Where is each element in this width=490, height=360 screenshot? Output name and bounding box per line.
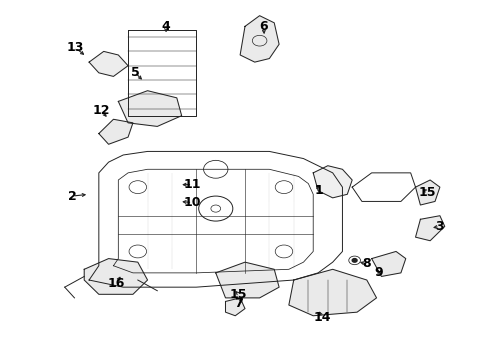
Polygon shape (372, 251, 406, 276)
Text: 5: 5 (131, 66, 140, 79)
Polygon shape (240, 16, 279, 62)
Text: 15: 15 (419, 186, 437, 199)
Text: 4: 4 (162, 20, 171, 33)
Polygon shape (313, 166, 352, 198)
Polygon shape (118, 91, 182, 126)
Text: 11: 11 (184, 178, 201, 191)
Polygon shape (416, 216, 445, 241)
Text: 6: 6 (259, 20, 268, 33)
Polygon shape (416, 180, 440, 205)
Text: 12: 12 (93, 104, 110, 117)
Polygon shape (225, 298, 245, 316)
Text: 2: 2 (68, 190, 76, 203)
Polygon shape (99, 119, 133, 144)
Polygon shape (216, 262, 279, 298)
Polygon shape (289, 269, 376, 316)
Text: 9: 9 (375, 266, 383, 279)
Text: 8: 8 (363, 257, 371, 270)
Circle shape (352, 258, 357, 262)
Polygon shape (89, 51, 128, 76)
Text: 13: 13 (67, 41, 84, 54)
Text: 14: 14 (313, 311, 331, 324)
Polygon shape (84, 258, 147, 294)
Text: 15: 15 (230, 288, 247, 301)
Text: 3: 3 (436, 220, 444, 233)
Text: 1: 1 (315, 184, 323, 197)
Text: 16: 16 (107, 277, 124, 290)
Text: 10: 10 (184, 196, 201, 209)
Text: 7: 7 (234, 297, 243, 310)
